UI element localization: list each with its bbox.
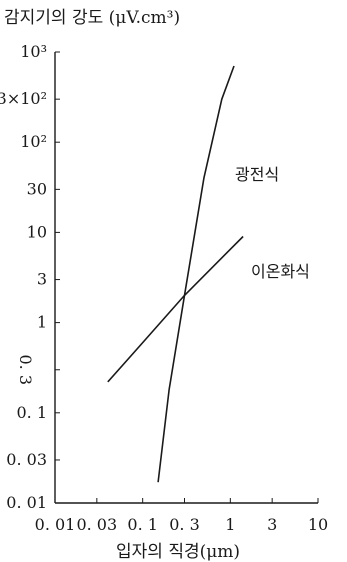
series-label: 광전식 <box>235 165 279 184</box>
x-tick-label: 3 <box>267 515 277 534</box>
chart-axes <box>54 52 318 504</box>
x-tick-label: 0. 3 <box>169 515 200 534</box>
x-tick-label: 0. 1 <box>127 515 158 534</box>
x-tick-label: 10 <box>308 515 328 534</box>
x-tick-label: 1 <box>225 515 235 534</box>
y-tick-label: 0. 3 <box>16 354 35 385</box>
y-tick-label: 10² <box>20 132 47 151</box>
series-line-1 <box>157 65 235 483</box>
y-tick-label: 0. 03 <box>6 450 47 469</box>
y-axis-ticks: 10³ 3×10² 10² 30 10 3 1 0. 3 0. 1 0. 03 0. 01 <box>0 42 60 512</box>
y-tick-label: 10 <box>27 222 47 241</box>
chart-title: 감지기의 강도 (μV.cm³) <box>4 8 181 28</box>
series-label: 이온화식 <box>251 262 310 281</box>
x-axis-label: 입자의 직경(μm) <box>116 542 241 562</box>
series-line-2 <box>107 235 244 383</box>
y-tick-label: 3×10² <box>0 89 47 108</box>
y-tick-label: 0. 01 <box>6 493 47 512</box>
y-tick-label: 30 <box>27 179 47 198</box>
x-tick-label: 0. 03 <box>76 515 117 534</box>
y-tick-label: 1 <box>37 313 47 332</box>
y-tick-label: 0. 1 <box>16 403 47 422</box>
y-tick-label: 10³ <box>20 42 47 61</box>
y-tick-label: 3 <box>37 270 47 289</box>
x-tick-label: 0. 01 <box>35 515 76 534</box>
x-axis-ticks: 0. 01 0. 03 0. 1 0. 3 1 3 10 <box>35 498 328 534</box>
